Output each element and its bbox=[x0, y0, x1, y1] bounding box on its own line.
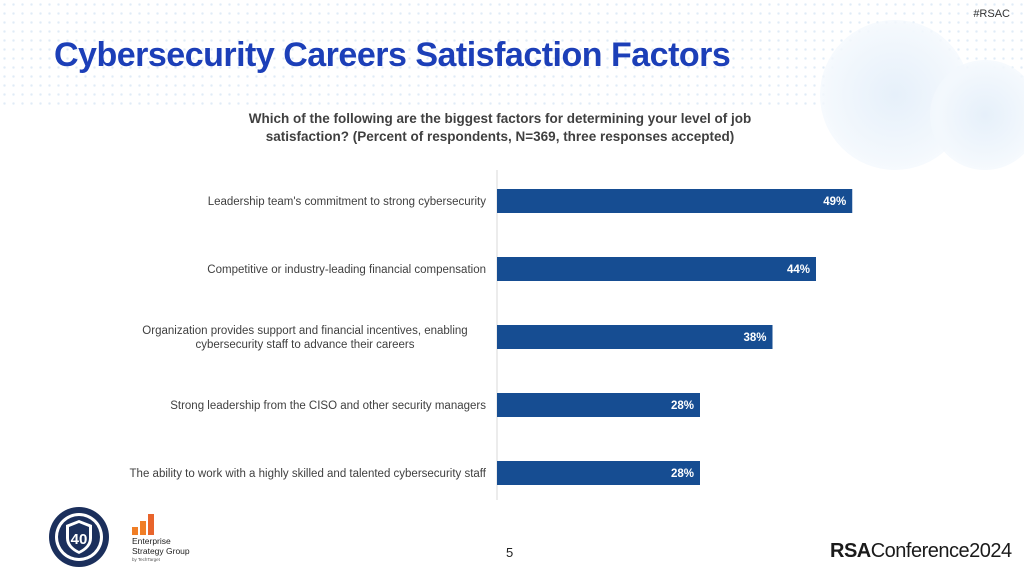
isc2-40-years-badge: 40 bbox=[49, 507, 109, 567]
bar-5 bbox=[497, 461, 700, 485]
data-label-5: 28% bbox=[671, 468, 694, 480]
category-label-4: Strong leadership from the CISO and othe… bbox=[170, 400, 486, 412]
rsa-brand: RSA bbox=[830, 540, 871, 562]
esg-name-line1: Enterprise bbox=[132, 536, 171, 546]
data-label-3: 38% bbox=[743, 332, 766, 344]
chart-question: Which of the following are the biggest f… bbox=[248, 111, 752, 144]
bar-2 bbox=[497, 257, 816, 281]
esg-name: Enterprise Strategy Group bbox=[132, 536, 190, 556]
slide-title: Cybersecurity Careers Satisfaction Facto… bbox=[54, 36, 731, 74]
category-label-line: Strong leadership from the CISO and othe… bbox=[170, 400, 486, 412]
page-number: 5 bbox=[506, 545, 514, 560]
rsa-word: Conference bbox=[870, 540, 970, 562]
category-label-line: The ability to work with a highly skille… bbox=[130, 468, 487, 480]
rsa-year: 2024 bbox=[969, 540, 1012, 562]
bar-4 bbox=[497, 393, 700, 417]
category-label-3: Organization provides support and financ… bbox=[142, 325, 467, 351]
data-label-2: 44% bbox=[787, 264, 810, 276]
category-label-line: Competitive or industry-leading financia… bbox=[207, 264, 486, 276]
category-label-5: The ability to work with a highly skille… bbox=[130, 468, 487, 480]
esg-tagline: by TechTarget bbox=[132, 557, 160, 562]
bar-3 bbox=[497, 325, 773, 349]
category-label-line: cybersecurity staff to advance their car… bbox=[195, 339, 414, 351]
esg-bars-icon bbox=[132, 514, 154, 535]
hashtag-label: #RSAC bbox=[973, 8, 1010, 20]
esg-logo: Enterprise Strategy Group by TechTarget bbox=[132, 512, 212, 566]
category-label-line: Organization provides support and financ… bbox=[142, 325, 467, 337]
category-label-1: Leadership team's commitment to strong c… bbox=[208, 196, 487, 208]
rsa-conference-logo: RSAConference2024 bbox=[830, 540, 1012, 563]
category-label-2: Competitive or industry-leading financia… bbox=[207, 264, 486, 276]
isc2-badge-number: 40 bbox=[71, 531, 88, 548]
category-label-line: Leadership team's commitment to strong c… bbox=[208, 196, 487, 208]
bar-1 bbox=[497, 189, 853, 213]
data-label-1: 49% bbox=[823, 196, 846, 208]
data-label-4: 28% bbox=[671, 400, 694, 412]
esg-name-line2: Strategy Group bbox=[132, 546, 190, 556]
background-circle bbox=[930, 60, 1024, 170]
